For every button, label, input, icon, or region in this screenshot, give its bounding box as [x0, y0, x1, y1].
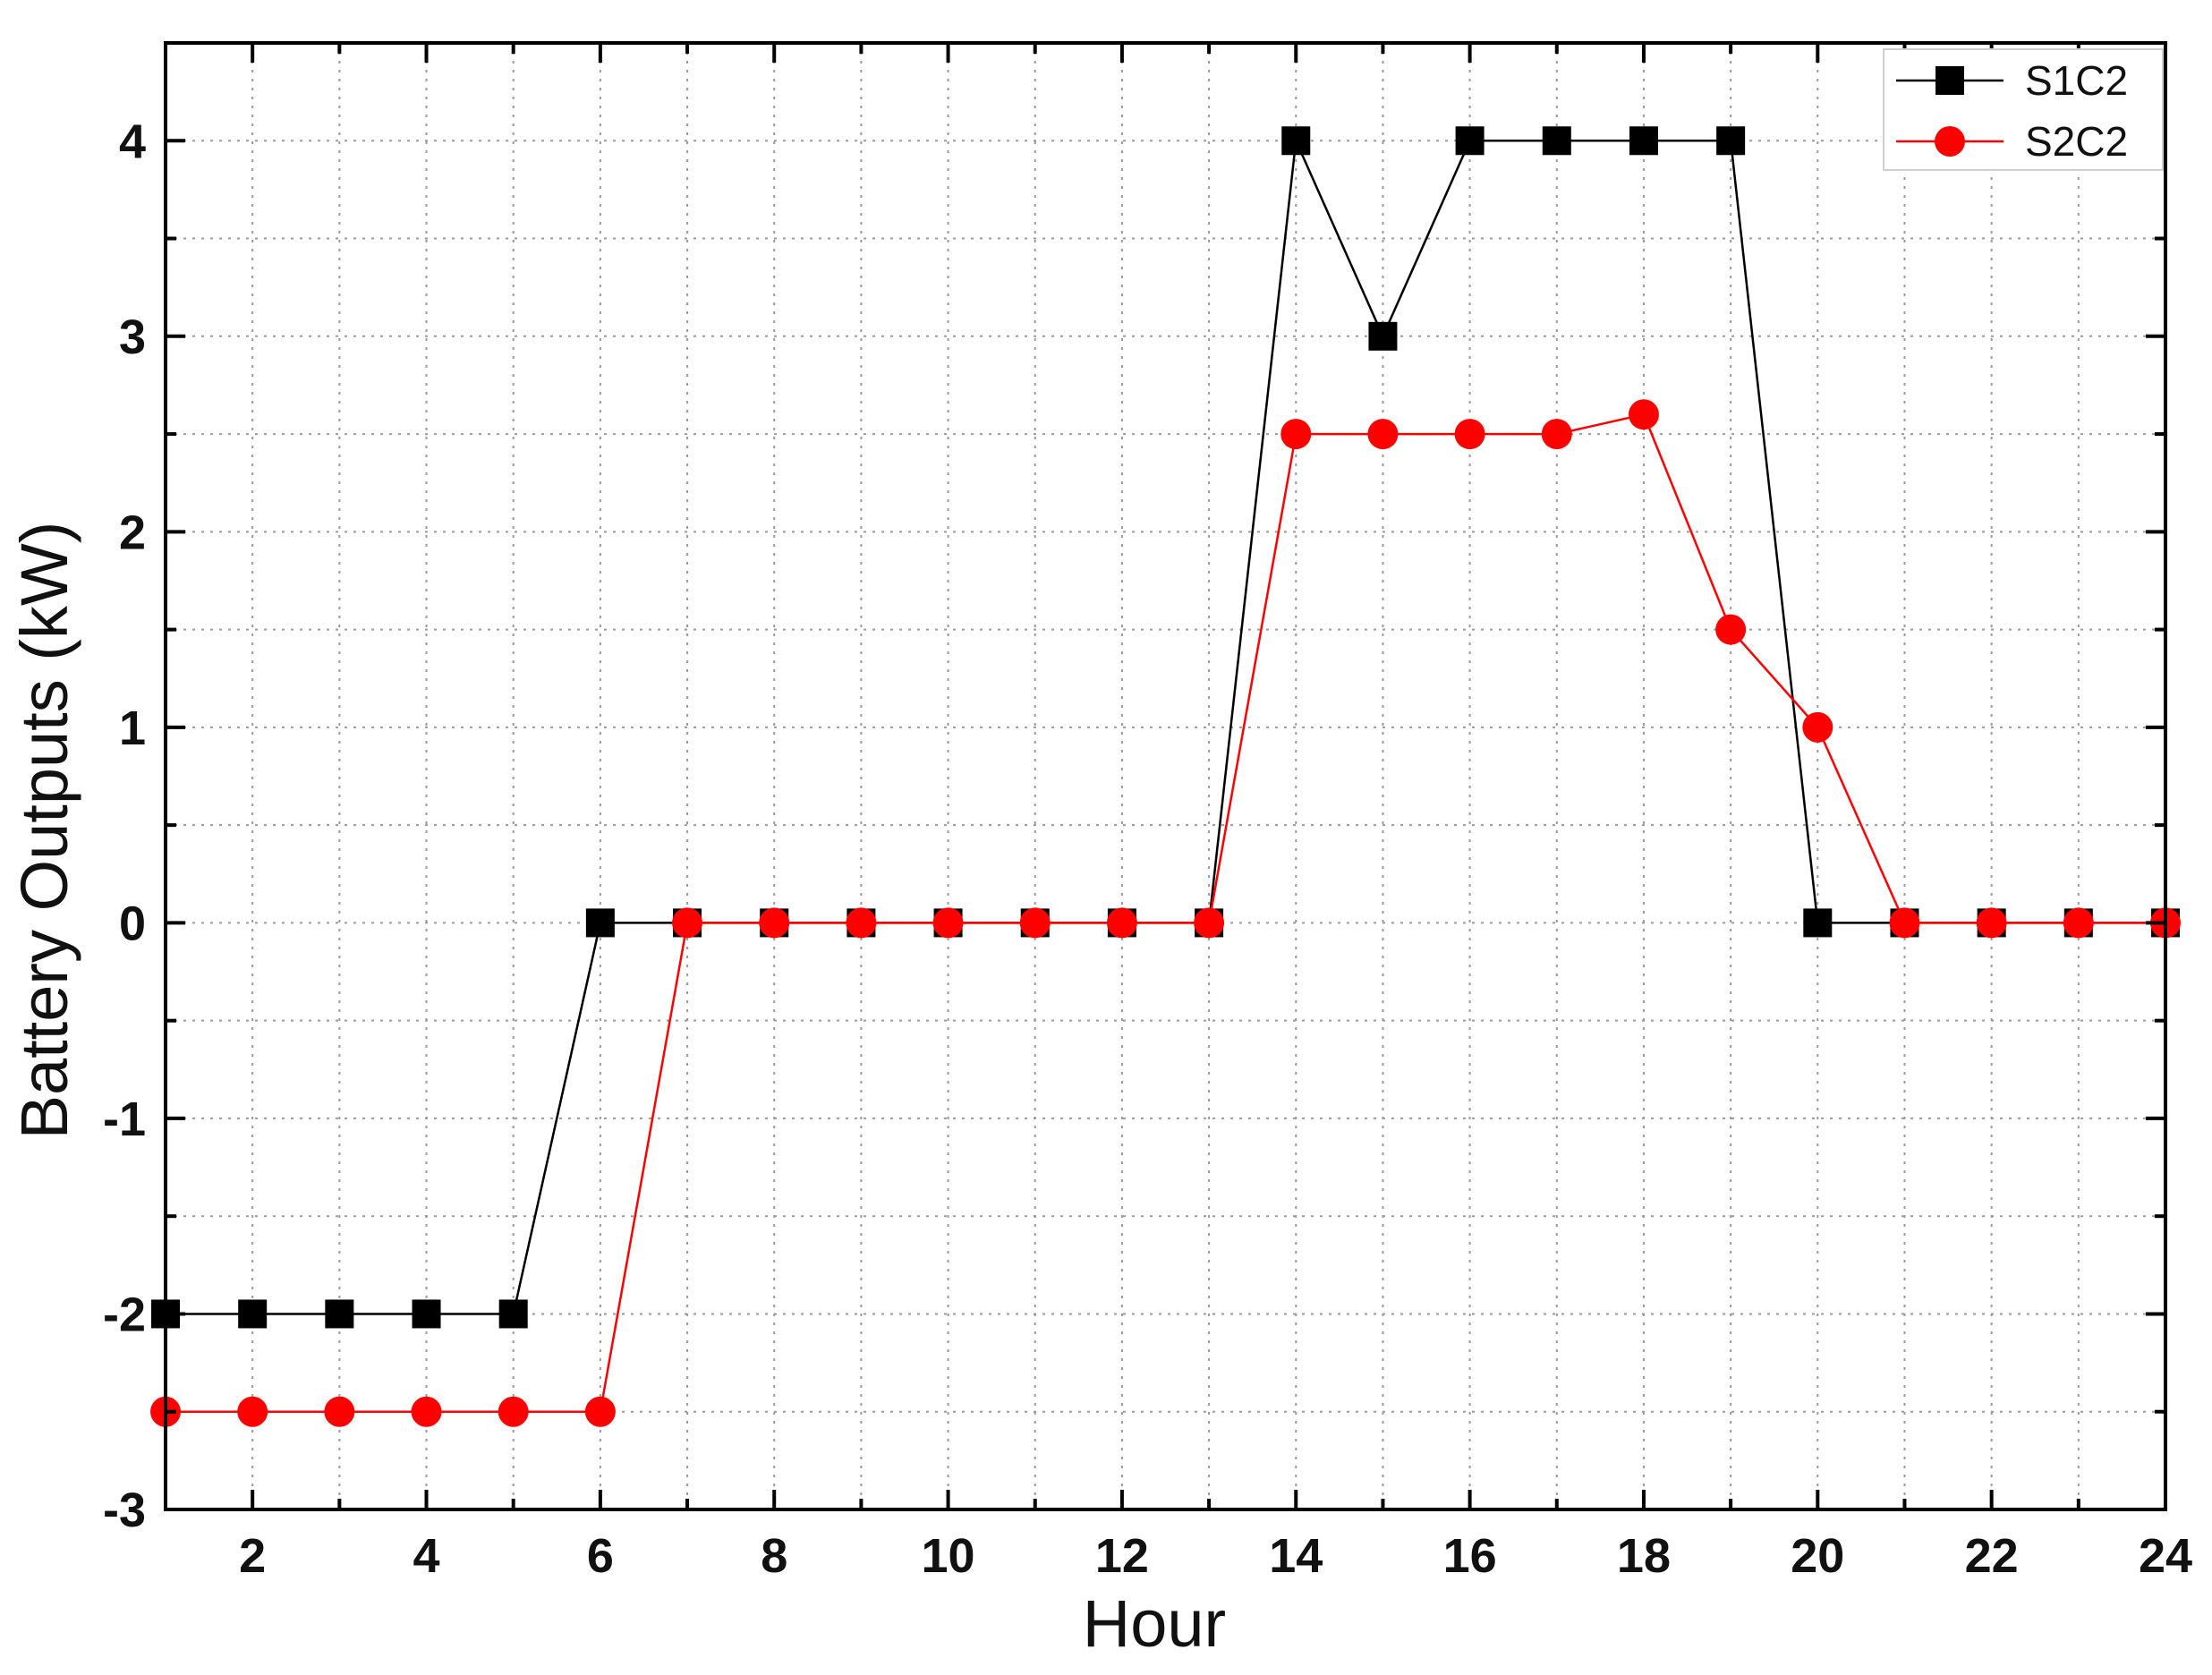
data-point-S2C2 — [1367, 419, 1399, 450]
x-tick-label: 4 — [413, 1529, 439, 1583]
x-tick-label: 22 — [1965, 1529, 2019, 1583]
x-tick-label: 18 — [1617, 1529, 1671, 1583]
x-tick-label: 10 — [922, 1529, 975, 1583]
x-tick-label: 8 — [761, 1529, 787, 1583]
data-point-S1C2 — [238, 1299, 268, 1329]
data-point-S2C2 — [1106, 907, 1137, 939]
x-axis-title: Hour — [1083, 1586, 1226, 1661]
data-point-S1C2 — [1542, 126, 1571, 156]
series-layer — [150, 126, 2181, 1427]
x-tick-label: 6 — [587, 1529, 614, 1583]
x-tick-label: 16 — [1443, 1529, 1497, 1583]
data-point-S2C2 — [237, 1396, 268, 1427]
y-tick-label: 2 — [119, 506, 146, 559]
data-point-S2C2 — [932, 907, 964, 939]
legend: S1C2 S2C2 — [1883, 48, 2164, 171]
data-point-S1C2 — [1629, 126, 1658, 156]
data-point-S2C2 — [1019, 907, 1051, 939]
legend-label-S1C2: S1C2 — [2025, 57, 2128, 104]
data-point-S1C2 — [1716, 126, 1746, 156]
data-point-S1C2 — [1281, 126, 1311, 156]
data-point-S2C2 — [1194, 907, 1225, 939]
data-point-S2C2 — [324, 1396, 355, 1427]
legend-label-S2C2: S2C2 — [2025, 118, 2128, 165]
data-point-S1C2 — [1368, 321, 1398, 351]
data-point-S2C2 — [1976, 907, 2007, 939]
data-point-S2C2 — [846, 907, 877, 939]
series-S2C2 — [150, 399, 2181, 1427]
y-tick-label: -3 — [103, 1484, 146, 1537]
y-tick-label: -2 — [103, 1288, 146, 1341]
data-point-S1C2 — [1455, 126, 1485, 156]
y-axis-title: Battery Outputs (kW) — [7, 522, 81, 1140]
data-point-S2C2 — [411, 1396, 442, 1427]
data-point-S2C2 — [1715, 614, 1747, 645]
data-point-S1C2 — [325, 1299, 354, 1329]
y-tick-label: -1 — [103, 1093, 146, 1146]
y-tick-label: 1 — [119, 701, 146, 755]
data-point-S2C2 — [1280, 419, 1312, 450]
data-point-S2C2 — [1454, 419, 1485, 450]
data-point-S2C2 — [2063, 907, 2094, 939]
y-tick-label: 4 — [119, 115, 146, 168]
x-tick-label: 20 — [1791, 1529, 1844, 1583]
data-point-S2C2 — [1541, 419, 1572, 450]
data-point-S2C2 — [498, 1396, 529, 1427]
x-tick-label: 24 — [2139, 1529, 2192, 1583]
data-point-S2C2 — [1889, 907, 1920, 939]
data-point-S1C2 — [585, 908, 615, 938]
x-tick-labels: 2 4 6 8 10 12 14 16 18 20 22 24 — [239, 1529, 2192, 1583]
axis-ticks — [164, 41, 2167, 1511]
data-point-S1C2 — [498, 1299, 528, 1329]
data-point-S2C2 — [672, 907, 703, 939]
legend-marker-S2C2 — [1935, 126, 1965, 157]
data-point-S2C2 — [1628, 399, 1659, 430]
data-point-S2C2 — [584, 1396, 616, 1427]
x-tick-label: 2 — [239, 1529, 266, 1583]
plot-frame — [164, 41, 2167, 1511]
data-point-S2C2 — [759, 907, 790, 939]
y-tick-label: 0 — [119, 897, 146, 950]
legend-box — [1883, 48, 2164, 171]
x-tick-label: 12 — [1095, 1529, 1149, 1583]
legend-marker-S1C2 — [1936, 66, 1964, 95]
data-point-S1C2 — [1803, 908, 1833, 938]
y-tick-label: 3 — [119, 310, 146, 364]
y-tick-labels: -3 -2 -1 0 1 2 3 4 — [103, 115, 146, 1537]
x-tick-label: 14 — [1269, 1529, 1323, 1583]
data-point-S2C2 — [1802, 711, 1833, 743]
data-point-S1C2 — [412, 1299, 441, 1329]
